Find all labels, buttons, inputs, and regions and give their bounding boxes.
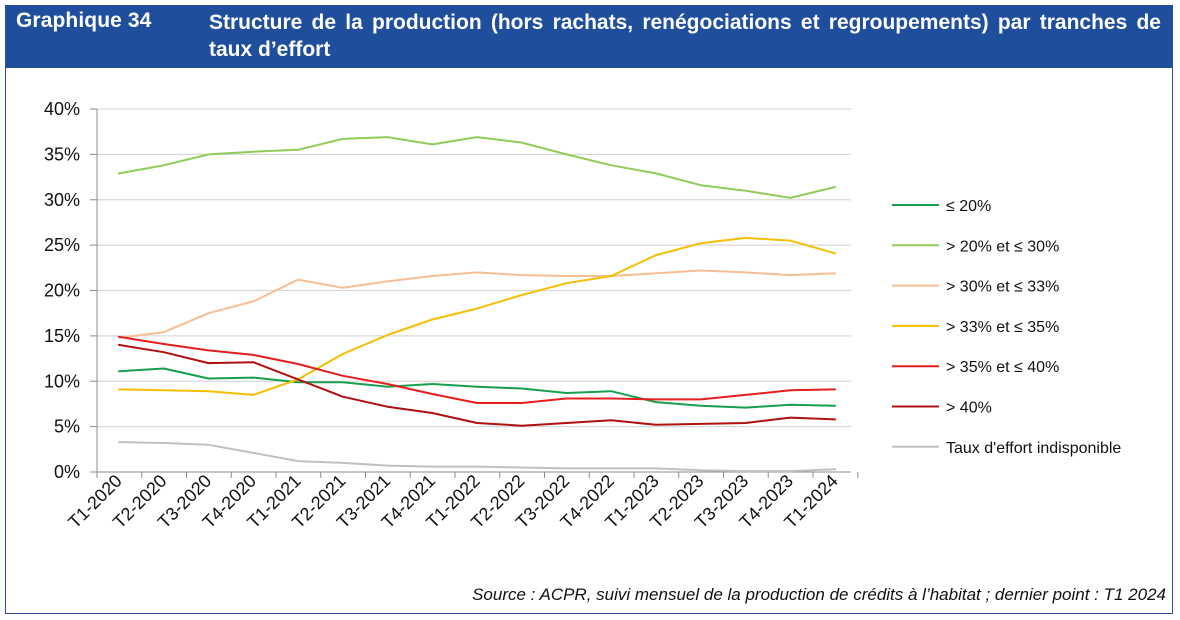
series-line (118, 236, 836, 396)
legend-label: Taux d'effort indisponible (946, 440, 1121, 457)
legend-label: > 33% et ≤ 35% (946, 319, 1059, 336)
y-tick-label: 5% (54, 417, 80, 437)
chart-title: Structure de la production (hors rachats… (209, 11, 1161, 61)
series-line (118, 269, 836, 339)
series-line (118, 136, 836, 199)
y-tick-label: 35% (44, 144, 80, 164)
legend-label: > 40% (946, 400, 992, 417)
legend-label: ≤ 20% (946, 198, 991, 215)
chart-frame: Graphique 34 Structure de la production … (5, 5, 1173, 614)
chart-number: Graphique 34 (16, 9, 152, 32)
header-bar: Graphique 34 Structure de la production … (6, 6, 1172, 68)
y-tick-label: 25% (44, 235, 80, 255)
legend-label: > 30% et ≤ 33% (946, 279, 1059, 296)
series-line (118, 335, 836, 404)
series-lines (118, 136, 836, 473)
y-tick-label: 0% (54, 462, 80, 482)
legend: ≤ 20% > 20% et ≤ 30% > 30% et ≤ 33% > 33% e… (892, 198, 1121, 457)
y-tick-label: 30% (44, 190, 80, 210)
source-note: Source : ACPR, suivi mensuel de la produ… (472, 585, 1166, 604)
y-tick-label: 10% (44, 371, 80, 391)
legend-label: > 20% et ≤ 30% (946, 238, 1059, 255)
series-line (118, 367, 836, 409)
y-tick-label: 40% (44, 99, 80, 119)
series-line (118, 343, 836, 427)
y-tick-label: 15% (44, 326, 80, 346)
series-line (118, 441, 836, 473)
legend-label: > 35% et ≤ 40% (946, 359, 1059, 376)
grid-lines (97, 108, 851, 428)
y-tick-label: 20% (44, 281, 80, 301)
